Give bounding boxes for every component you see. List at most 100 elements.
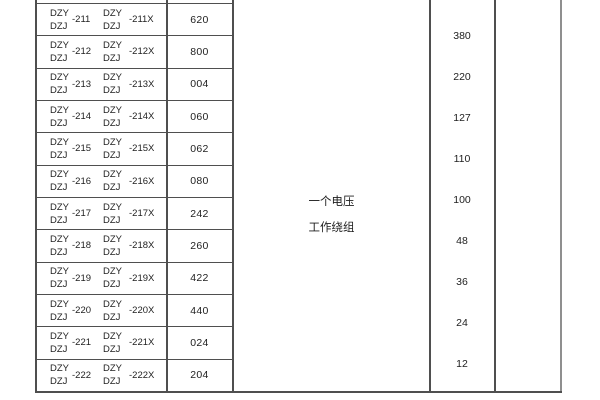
series-prefix-dzy: DZY — [103, 39, 122, 51]
code-cell: 800 — [190, 45, 209, 58]
grid-vline-right — [560, 0, 562, 393]
series-prefix-stack: DZY DZJ — [50, 39, 72, 65]
voltage-value: 12 — [456, 358, 468, 370]
model-number: -219 — [72, 272, 92, 284]
series-prefix-dzj: DZJ — [103, 182, 121, 194]
model-cell: DZY DZJ -221 DZY DZJ -221X — [35, 327, 166, 358]
model-number: -214 — [72, 111, 92, 123]
series-prefix-dzy: DZY — [103, 7, 122, 19]
model-cell: DZY DZJ -219 DZY DZJ -219X — [35, 263, 166, 294]
model-number-x: -222X — [129, 369, 155, 381]
series-prefix-dzy: DZY — [50, 201, 69, 213]
model-number-x: -220X — [129, 305, 155, 317]
series-prefix-dzj: DZJ — [50, 117, 68, 129]
model-cell: DZY DZJ -222 DZY DZJ -222X — [35, 360, 166, 391]
model-number-x: -212X — [129, 46, 155, 58]
series-prefix-dzj: DZJ — [50, 343, 68, 355]
series-prefix-stack: DZY DZJ — [50, 330, 72, 356]
series-prefix-dzy: DZY — [50, 136, 69, 148]
table-row: DZY DZJ -221 DZY DZJ -221X 024 — [35, 326, 233, 358]
model-number-x: -218X — [129, 240, 155, 252]
code-cell: 422 — [190, 272, 209, 285]
series-prefix-dzj: DZJ — [103, 376, 121, 388]
code-cell: 080 — [190, 175, 209, 188]
voltage-value: 380 — [453, 30, 471, 42]
winding-note-cell: 一个电压 工作绕组 — [234, 0, 429, 391]
series-prefix-dzj: DZJ — [50, 20, 68, 32]
grid-vline-model-code — [166, 0, 168, 393]
grid-hline-bottom — [35, 391, 562, 393]
series-prefix-dzj: DZJ — [103, 149, 121, 161]
table-row: DZY DZJ -211 DZY DZJ -211X 620 — [35, 3, 233, 35]
series-prefix-dzy: DZY — [50, 72, 69, 84]
series-prefix-dzy: DZY — [103, 330, 122, 342]
model-number: -221 — [72, 337, 92, 349]
series-prefix-dzy: DZY — [50, 363, 69, 375]
model-number-x: -213X — [129, 78, 155, 90]
series-prefix-stack: DZY DZJ — [103, 7, 125, 33]
series-prefix-stack: DZY DZJ — [50, 233, 72, 259]
winding-note-line1: 一个电压 — [308, 196, 355, 208]
table-row: DZY DZJ -222 DZY DZJ -222X 204 — [35, 358, 233, 391]
model-cell: DZY DZJ -213 DZY DZJ -213X — [35, 69, 166, 100]
model-number-x: -214X — [129, 111, 155, 123]
model-number-x: -215X — [129, 143, 155, 155]
table-row: DZY DZJ -214 DZY DZJ -214X 060 — [35, 99, 233, 132]
model-number: -217 — [72, 208, 92, 220]
series-prefix-dzy: DZY — [50, 39, 69, 51]
table-row: DZY DZJ -219 DZY DZJ -219X 422 — [35, 261, 233, 294]
series-prefix-dzj: DZJ — [103, 85, 121, 97]
voltage-column: 380 220 127 110 100 48 36 24 12 — [430, 0, 494, 391]
winding-note-line2: 工作绕组 — [308, 222, 355, 234]
code-cell: 242 — [190, 207, 209, 220]
series-prefix-dzj: DZJ — [103, 20, 121, 32]
series-prefix-stack: DZY DZJ — [50, 298, 72, 324]
series-prefix-dzy: DZY — [50, 233, 69, 245]
series-prefix-dzy: DZY — [103, 136, 122, 148]
code-cell: 620 — [190, 13, 209, 26]
table-row: DZY DZJ -220 DZY DZJ -220X 440 — [35, 293, 233, 326]
model-number: -222 — [72, 369, 92, 381]
series-prefix-dzj: DZJ — [103, 117, 121, 129]
series-prefix-dzj: DZJ — [103, 343, 121, 355]
code-cell: 204 — [190, 369, 209, 382]
model-cell: DZY DZJ -215 DZY DZJ -215X — [35, 133, 166, 164]
model-number-x: -219X — [129, 272, 155, 284]
series-prefix-stack: DZY DZJ — [103, 330, 125, 356]
grid-vline-voltage-empty — [494, 0, 496, 393]
table-row: DZY DZJ -218 DZY DZJ -218X 260 — [35, 229, 233, 261]
series-prefix-dzj: DZJ — [50, 311, 68, 323]
series-prefix-dzj: DZJ — [50, 182, 68, 194]
series-prefix-stack: DZY DZJ — [103, 136, 125, 162]
model-number: -215 — [72, 143, 92, 155]
series-prefix-stack: DZY DZJ — [103, 233, 125, 259]
table-row: DZY DZJ -217 DZY DZJ -217X 242 — [35, 196, 233, 229]
series-prefix-stack: DZY DZJ — [103, 265, 125, 291]
table-row: DZY DZJ -212 DZY DZJ -212X 800 — [35, 35, 233, 67]
series-prefix-dzj: DZJ — [50, 279, 68, 291]
series-prefix-dzy: DZY — [103, 201, 122, 213]
series-prefix-dzj: DZJ — [50, 246, 68, 258]
table-rows: DZY DZJ -211 DZY DZJ -211X 620 DZY DZJ -… — [35, 3, 233, 391]
table-row: DZY DZJ -215 DZY DZJ -215X 062 — [35, 132, 233, 164]
series-prefix-stack: DZY DZJ — [50, 168, 72, 194]
table-row: DZY DZJ -213 DZY DZJ -213X 004 — [35, 67, 233, 100]
code-cell: 440 — [190, 304, 209, 317]
series-prefix-dzy: DZY — [103, 104, 122, 116]
series-prefix-stack: DZY DZJ — [103, 39, 125, 65]
model-number-x: -217X — [129, 208, 155, 220]
grid-vline-note-voltage — [429, 0, 431, 393]
series-prefix-dzy: DZY — [103, 266, 122, 278]
model-cell: DZY DZJ -214 DZY DZJ -214X — [35, 101, 166, 132]
series-prefix-stack: DZY DZJ — [50, 104, 72, 130]
series-prefix-dzy: DZY — [103, 298, 122, 310]
voltage-value: 127 — [453, 112, 471, 124]
voltage-value: 220 — [453, 71, 471, 83]
model-cell: DZY DZJ -211 DZY DZJ -211X — [35, 4, 166, 35]
voltage-value: 100 — [453, 194, 471, 206]
model-number: -220 — [72, 305, 92, 317]
series-prefix-dzy: DZY — [103, 72, 122, 84]
model-cell: DZY DZJ -216 DZY DZJ -216X — [35, 166, 166, 197]
series-prefix-stack: DZY DZJ — [103, 201, 125, 227]
